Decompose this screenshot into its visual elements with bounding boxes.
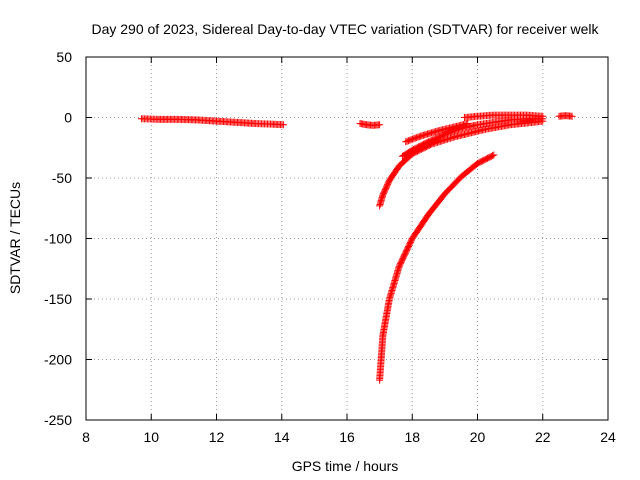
y-tick-label: -50 [52,170,72,186]
data-point [376,121,384,129]
y-axis-label: SDTVAR / TECUs [7,182,23,294]
axis-ticks [85,56,609,421]
x-tick-label: 8 [82,429,90,445]
series-arc-7 [460,111,547,121]
x-axis-label: GPS time / hours [292,458,399,474]
data-point [568,112,576,120]
y-tick-label: 0 [64,110,72,126]
x-tick-label: 16 [339,429,355,445]
y-tick-label: -150 [44,291,72,307]
data-point [539,112,547,120]
data-point [489,152,497,160]
y-tick-label: -200 [44,352,72,368]
x-tick-label: 22 [535,429,551,445]
data-point [279,121,287,129]
series-arc-6 [402,120,472,146]
y-tick-label: 50 [56,49,72,65]
x-tick-label: 12 [209,429,225,445]
data-point [464,120,472,128]
grid-lines [86,57,608,420]
y-tick-label: -100 [44,231,72,247]
chart-title: Day 290 of 2023, Sidereal Day-to-day VTE… [91,21,599,37]
series-arc-4 [376,151,498,384]
x-tick-label: 10 [143,429,159,445]
data-points [137,111,576,384]
data-point [490,151,498,159]
series-arc-2 [356,120,384,129]
x-tick-label: 14 [274,429,290,445]
x-tick-label: 24 [600,429,616,445]
series-arc-1 [137,115,287,129]
tick-labels: 8 10 12 14 16 18 20 22 24 50 0 -50 -100 -150 -200 -250 [44,49,616,445]
y-tick-label: -250 [44,412,72,428]
series-arc-8 [555,112,576,120]
x-tick-label: 18 [404,429,420,445]
x-tick-label: 20 [470,429,486,445]
